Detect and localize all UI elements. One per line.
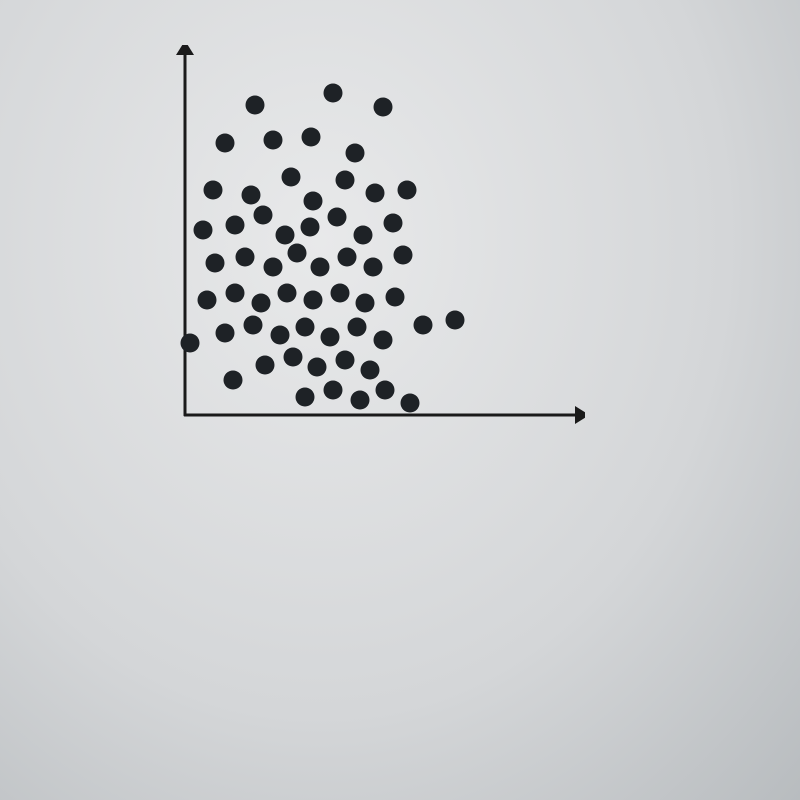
scatter-chart	[155, 45, 585, 445]
scatter-points	[181, 84, 465, 413]
chart-svg	[155, 45, 585, 445]
